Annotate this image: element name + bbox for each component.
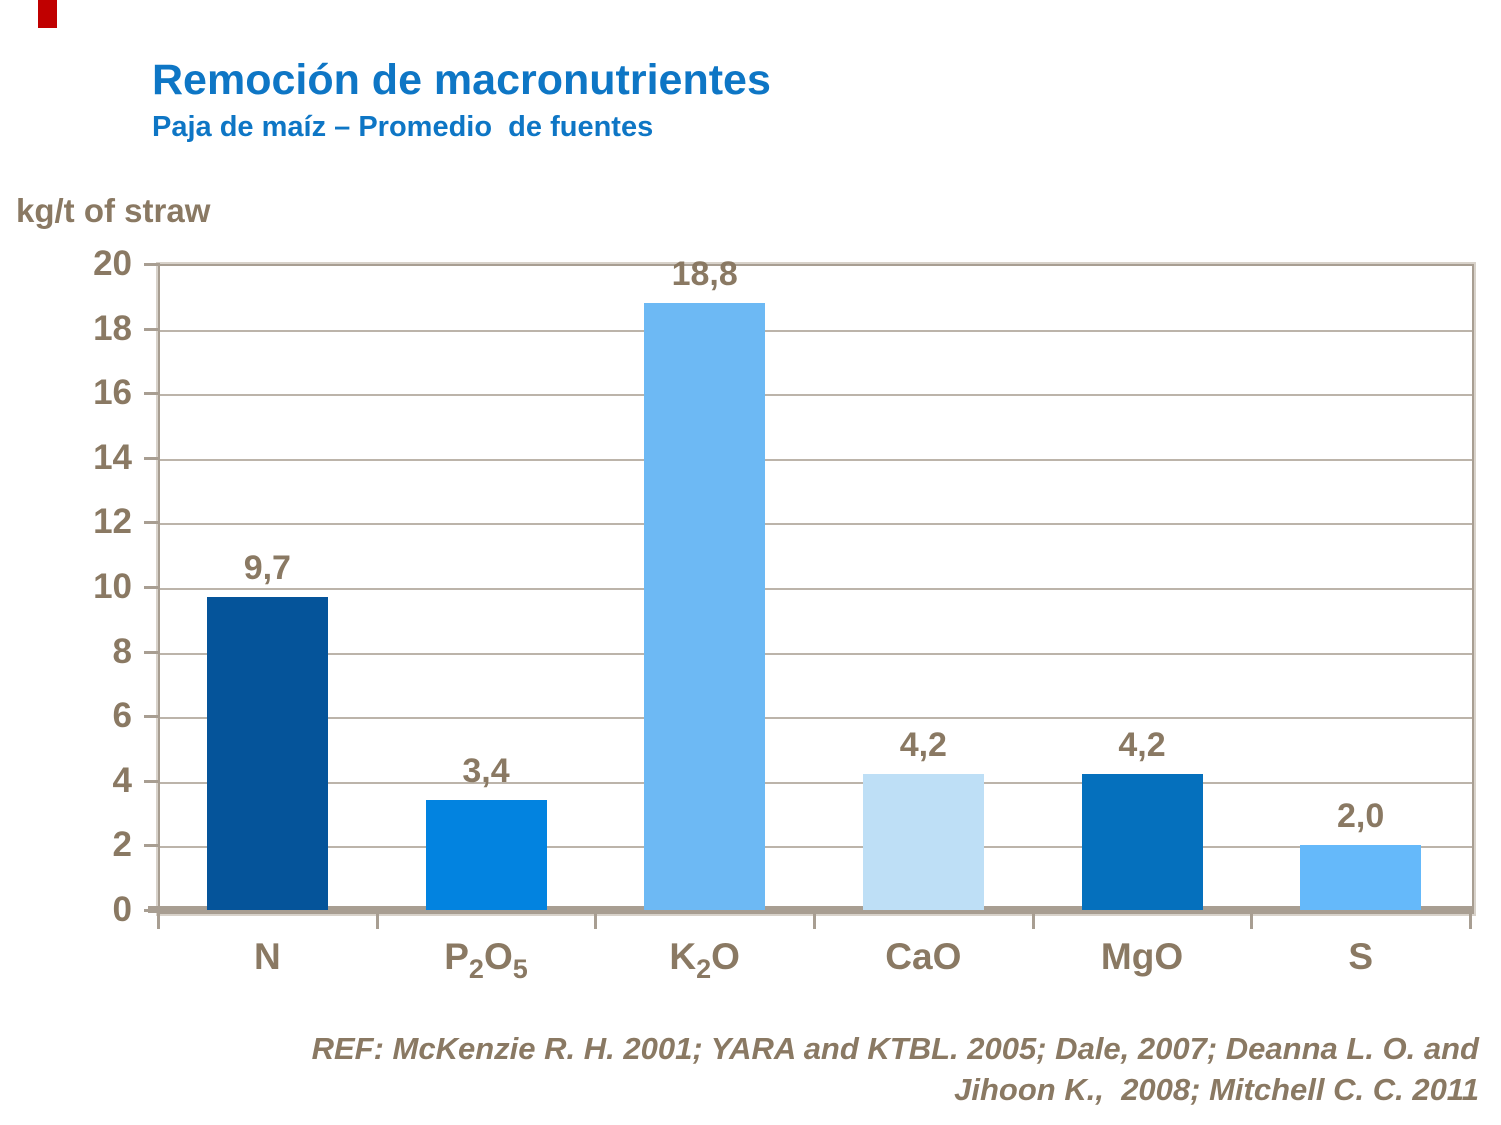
x-axis-tick-3 [813,912,816,929]
category-label-MgO: MgO [1100,936,1184,977]
references: REF: McKenzie R. H. 2001; YARA and KTBL.… [159,1028,1479,1110]
y-axis-tick-4 [144,779,160,783]
gridline-18 [160,329,1472,332]
value-label-MgO: 4,2 [1118,726,1166,765]
category-label-P2O5: P2O5 [444,936,528,984]
y-axis-label-4: 4 [112,760,132,800]
y-axis-label-12: 12 [93,502,132,542]
x-axis-tick-0 [157,912,160,929]
x-axis-line [148,906,1474,913]
x-axis-tick-6 [1469,912,1472,929]
category-label-N: N [253,936,281,977]
x-axis-tick-1 [375,912,379,929]
y-axis-tick-16 [144,392,160,396]
bar-K2O [644,302,766,910]
value-label-CaO: 4,2 [899,726,947,765]
bar-N [206,596,328,910]
category-label-CaO: CaO [885,936,962,977]
gridline-12 [160,523,1472,526]
gridline-8 [160,652,1472,655]
bar-MgO [1081,774,1203,910]
y-axis-tick-18 [144,327,160,331]
value-label-N: 9,7 [243,548,291,587]
y-axis-tick-12 [144,521,160,525]
gridline-16 [160,394,1472,397]
bar-S [1300,845,1422,910]
value-label-K2O: 18,8 [671,254,738,293]
y-axis-tick-0 [144,909,160,912]
gridline-10 [160,588,1472,590]
references-line2: Jihoon K., 2008; Mitchell C. C. 2011 [954,1072,1479,1107]
value-label-P2O5: 3,4 [462,752,510,791]
y-axis-tick-14 [144,456,160,460]
bar-CaO [862,774,984,910]
y-axis-label-20: 20 [93,244,132,283]
slide-subtitle: Paja de maíz – Promedio de fuentes [152,111,654,143]
value-label-S: 2,0 [1337,797,1385,836]
plot-area [156,262,1476,916]
y-axis-label-2: 2 [112,825,132,865]
y-axis-label-8: 8 [112,631,132,671]
gridline-14 [160,458,1472,461]
y-axis-title: kg/t of straw [16,192,211,229]
x-axis-tick-2 [594,912,598,929]
category-label-S: S [1348,936,1373,977]
red-accent-mark [38,0,57,28]
references-line1: REF: McKenzie R. H. 2001; YARA and KTBL.… [311,1031,1479,1066]
gridline-4 [160,781,1472,784]
y-axis-tick-10 [144,586,160,589]
y-axis-tick-20 [144,263,160,266]
y-axis-label-0: 0 [112,890,132,929]
gridline-6 [160,717,1472,720]
x-axis-tick-4 [1031,912,1035,929]
y-axis-label-16: 16 [93,373,132,413]
bar-P2O5 [425,800,547,910]
y-axis-label-10: 10 [93,567,132,606]
y-axis-tick-6 [144,715,160,719]
y-axis-label-6: 6 [112,696,132,736]
category-label-K2O: K2O [669,936,740,984]
slide-title: Remoción de macronutrientes [152,56,771,104]
y-axis-tick-2 [144,844,160,848]
x-axis-tick-5 [1250,912,1254,929]
y-axis-label-18: 18 [93,308,132,348]
gridline-2 [160,846,1472,849]
y-axis-tick-8 [144,650,160,654]
y-axis-label-14: 14 [93,437,132,477]
